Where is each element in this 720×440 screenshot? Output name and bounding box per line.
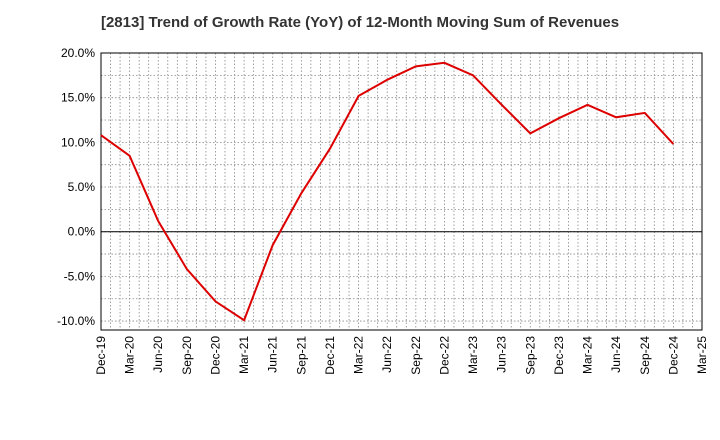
y-tick-label: 0.0% [68,225,96,239]
x-tick-label: Dec-24 [666,336,680,375]
series-line-growth-rate [100,61,675,322]
x-tick-label: Jun-22 [380,336,394,373]
x-tick-label: Sep-24 [638,336,652,375]
y-tick-label: -10.0% [57,314,95,328]
plot-area [101,53,702,330]
x-tick-label: Sep-22 [409,336,423,375]
x-tick-label: Dec-22 [437,336,451,375]
y-tick-label: 10.0% [61,135,95,149]
y-tick-label: 20.0% [61,46,95,60]
x-tick-label: Jun-20 [151,336,165,373]
x-tick-label: Mar-24 [581,336,595,374]
x-tick-label: Mar-21 [237,336,251,374]
x-tick-label: Jun-21 [266,336,280,373]
x-tick-label: Dec-20 [208,336,222,375]
y-tick-label: 5.0% [68,180,96,194]
x-tick-label: Sep-21 [294,336,308,375]
chart-title: [2813] Trend of Growth Rate (YoY) of 12-… [100,14,620,31]
x-tick-label: Dec-21 [323,336,337,375]
y-tick-label: -5.0% [64,269,96,283]
x-tick-label: Mar-20 [123,336,137,374]
plot-border [100,52,703,331]
x-tick-label: Mar-23 [466,336,480,374]
x-tick-label: Dec-23 [552,336,566,375]
x-tick-label: Mar-25 [695,336,709,374]
x-tick-label: Jun-24 [609,336,623,373]
x-tick-label: Sep-20 [180,336,194,375]
x-tick-label: Dec-19 [94,336,108,375]
x-tick-label: Mar-22 [352,336,366,374]
y-tick-label: 15.0% [61,91,95,105]
x-tick-label: Sep-23 [523,336,537,375]
x-tick-label: Jun-23 [495,336,509,373]
